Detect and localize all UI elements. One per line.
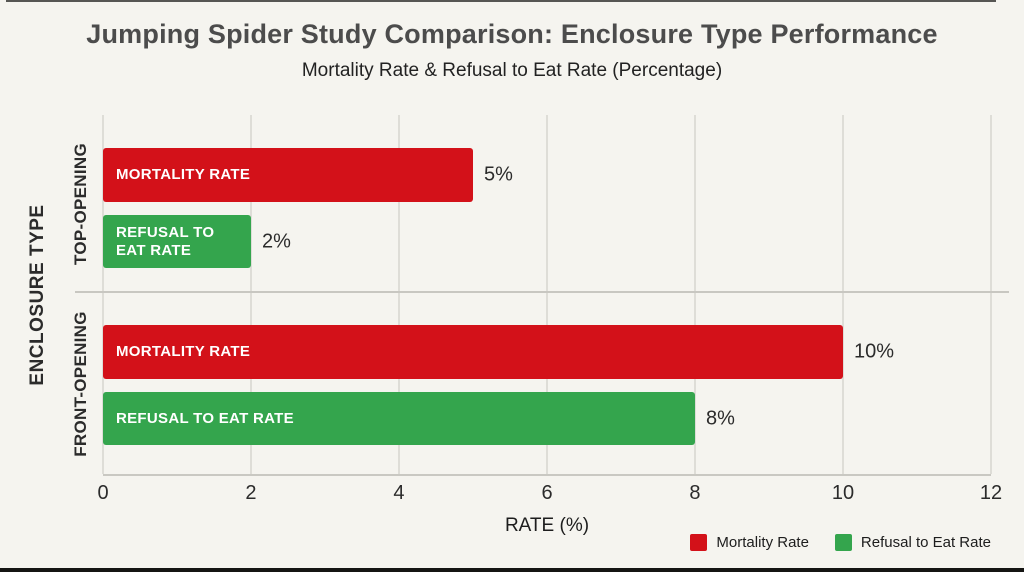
y-axis-title: ENCLOSURE TYPE — [27, 204, 48, 386]
group-label-top-opening: TOP-OPENING — [71, 142, 90, 266]
legend-item-refusal: Refusal to Eat Rate — [834, 534, 991, 551]
bar-label: REFUSAL TO EAT RATE — [116, 223, 215, 259]
bar-value-label: 5% — [484, 163, 513, 186]
x-tick-label: 8 — [689, 482, 701, 504]
gridline — [102, 115, 104, 474]
bar-value-label: 2% — [261, 230, 291, 252]
photo-edge-top — [6, 0, 996, 2]
bar-front-opening-mortality: MORTALITY RATE 10% — [103, 325, 894, 379]
gridline — [842, 115, 844, 474]
x-tick-label: 4 — [393, 482, 405, 504]
group-label-front-opening: FRONT-OPENING — [71, 311, 90, 457]
gridline — [546, 115, 548, 474]
chart-subtitle: Mortality Rate & Refusal to Eat Rate (Pe… — [301, 60, 723, 81]
chart-title: Jumping Spider Study Comparison: Enclosu… — [86, 19, 938, 49]
gridline — [249, 115, 252, 474]
legend-item-mortality: Mortality Rate — [690, 534, 809, 551]
x-tick-label: 0 — [97, 482, 109, 504]
bar-label: MORTALITY RATE — [116, 166, 251, 183]
x-axis-title: RATE (%) — [504, 515, 590, 536]
group-separator-line — [75, 291, 1009, 293]
bar-top-opening-mortality: MORTALITY RATE 5% — [103, 148, 513, 202]
legend: Mortality Rate Refusal to Eat Rate — [690, 534, 991, 551]
bar-label: REFUSAL TO EAT RATE — [116, 409, 294, 427]
bar-top-opening-refusal: REFUSAL TO EAT RATE 2% — [103, 215, 291, 268]
legend-label-mortality: Mortality Rate — [716, 534, 809, 551]
bar-label: MORTALITY RATE — [116, 343, 251, 360]
x-tick-label: 6 — [541, 482, 553, 504]
bar-front-opening-refusal: REFUSAL TO EAT RATE 8% — [103, 392, 735, 445]
x-tick-label: 12 — [979, 482, 1003, 504]
legend-label-refusal: Refusal to Eat Rate — [860, 534, 991, 551]
legend-swatch-mortality — [690, 534, 708, 551]
x-axis-ticks: 0 2 4 6 8 10 12 — [97, 482, 1002, 506]
x-tick-label: 10 — [831, 482, 855, 504]
gridline — [990, 115, 992, 474]
bar-value-label: 8% — [705, 407, 735, 429]
x-tick-label: 2 — [245, 482, 257, 504]
bar-value-label: 10% — [854, 340, 895, 363]
gridline — [397, 115, 400, 474]
gridline — [693, 115, 696, 474]
legend-swatch-refusal — [834, 534, 852, 551]
photo-edge-bottom — [0, 568, 1024, 572]
plot-area: MORTALITY RATE 5% REFUSAL TO EAT RATE 2%… — [75, 115, 1009, 476]
